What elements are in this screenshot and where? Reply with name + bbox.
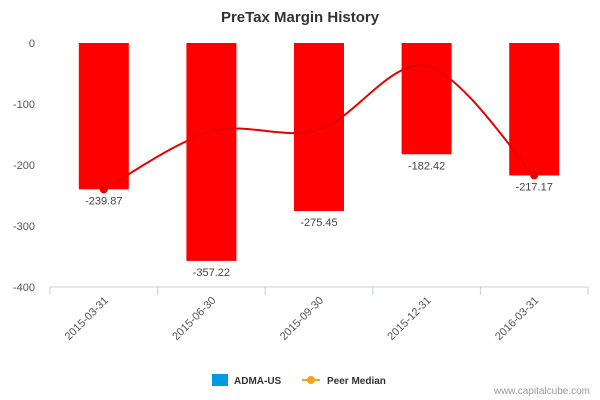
bar [401, 43, 452, 155]
legend-swatch-adma [212, 374, 228, 386]
legend: ADMA-US Peer Median [212, 374, 386, 387]
legend-label-peer-median: Peer Median [327, 376, 386, 387]
data-label: -217.17 [516, 181, 553, 193]
y-tick-label: 0 [29, 38, 35, 50]
bar [186, 43, 237, 261]
bar [78, 43, 129, 190]
data-label: -239.87 [85, 195, 122, 207]
data-label: -275.45 [300, 217, 337, 229]
peer-median-point [530, 171, 539, 180]
legend-marker-peer-median [307, 376, 315, 384]
bar [509, 43, 560, 176]
chart-title: PreTax Margin History [221, 9, 380, 26]
x-tick-label: 2015-06-30 [170, 295, 218, 343]
y-tick-label: -300 [13, 221, 35, 233]
x-tick-label: 2015-03-31 [63, 295, 111, 343]
data-label: -182.42 [408, 160, 445, 172]
credit-text: www.capitalcube.com [493, 386, 590, 397]
peer-median-point [99, 185, 108, 194]
x-tick-label: 2015-09-30 [278, 295, 326, 343]
y-tick-label: -200 [13, 160, 35, 172]
x-tick-label: 2016-03-31 [493, 295, 541, 343]
bar [294, 43, 344, 212]
legend-label-adma: ADMA-US [234, 376, 282, 387]
plot-area: 0 -100 -200 -300 -400 -239.87 -357.22 -275.45 -1… [13, 38, 589, 343]
y-tick-label: -400 [13, 282, 35, 294]
peer-median-line [103, 64, 535, 191]
y-tick-label: -100 [13, 99, 35, 111]
data-label: -357.22 [193, 267, 230, 279]
x-tick-label: 2015-12-31 [385, 295, 433, 343]
